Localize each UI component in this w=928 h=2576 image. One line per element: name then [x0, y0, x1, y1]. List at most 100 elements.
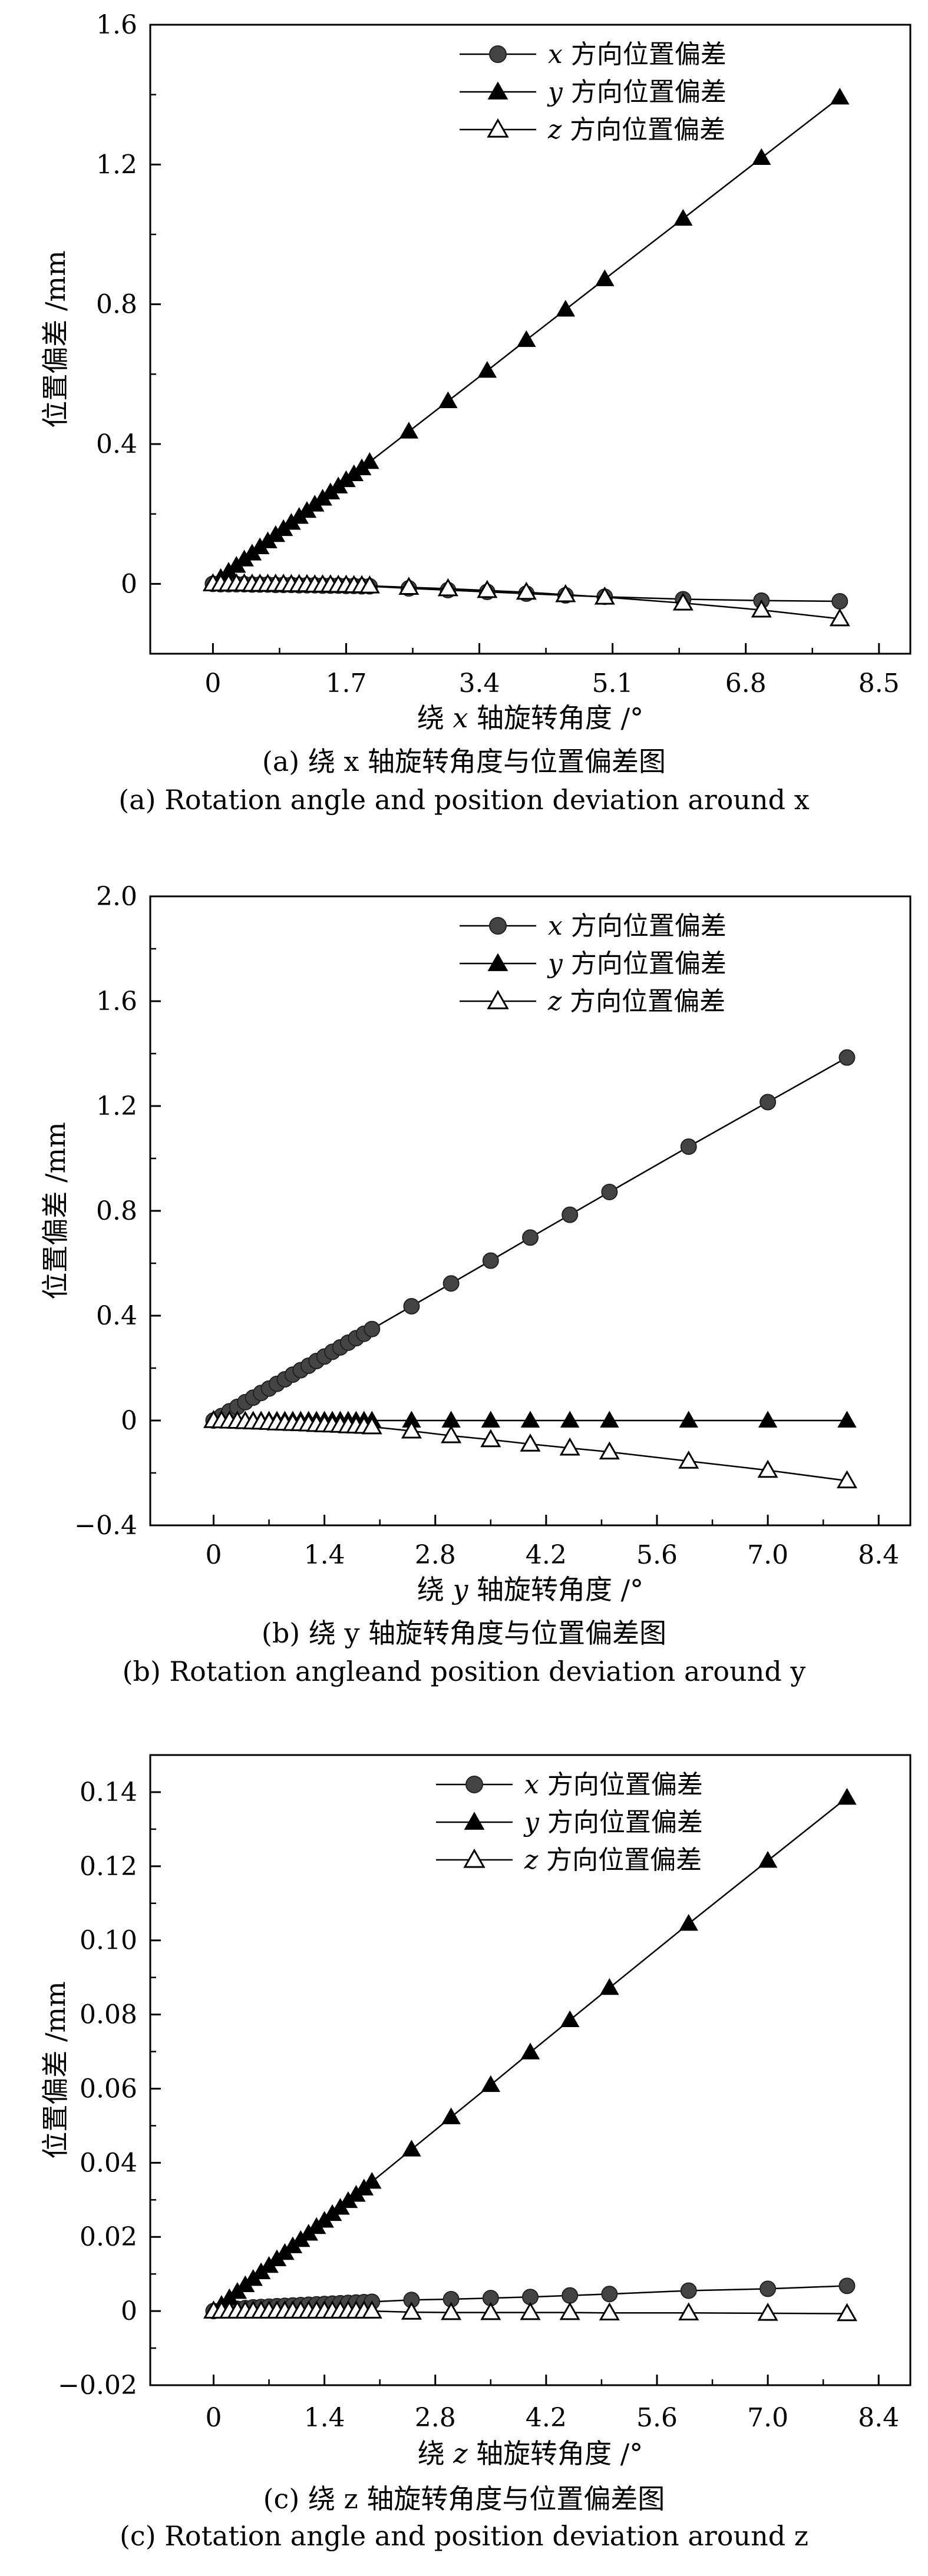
- plot-frame: [149, 1754, 912, 2386]
- series-z: [203, 1410, 858, 1489]
- data-point-z: [678, 1451, 699, 1469]
- x-axis-label: 绕 x 轴旋转角度 /°: [417, 702, 643, 734]
- data-point-x: [364, 1320, 381, 1337]
- x-tick-label: 0: [206, 1540, 222, 1570]
- y-tick-label: 0.02: [80, 2222, 137, 2252]
- legend-var-y: y: [547, 77, 563, 107]
- data-point-y: [556, 300, 576, 317]
- legend-marker-y: [487, 81, 508, 100]
- x-tick-label: 6.8: [725, 668, 767, 698]
- data-point-y: [560, 1410, 580, 1428]
- data-point-x: [831, 593, 848, 610]
- data-point-y: [560, 2010, 580, 2027]
- data-point-y: [595, 269, 615, 286]
- x-tick-label: 5.6: [636, 2403, 678, 2433]
- x-tick-label: 8.4: [858, 1540, 899, 1570]
- series-z: [203, 2300, 858, 2322]
- data-point-y: [399, 422, 419, 439]
- data-point-z: [477, 580, 498, 598]
- y-tick-label: 0.12: [80, 1852, 137, 1882]
- data-point-z: [401, 2302, 422, 2320]
- data-point-y: [520, 1410, 540, 1428]
- legend-text-y: 方向位置偏差: [563, 949, 726, 979]
- x-axis-label-suffix: 轴旋转角度 /°: [468, 2438, 643, 2469]
- data-point-x: [601, 2286, 618, 2303]
- data-point-y: [758, 1850, 778, 1868]
- legend-var-x: x: [548, 911, 563, 941]
- data-point-y: [520, 2042, 540, 2060]
- plot-group: 0 1.7 3.4 5.1 6.8 8.5 0 0.4 0.8 1.2 1.6 位置偏差 /mm 绕 x…: [39, 10, 912, 734]
- data-point-y: [758, 1410, 778, 1428]
- legend-text-x: 方向位置偏差: [563, 911, 726, 941]
- data-point-y: [402, 2140, 421, 2157]
- data-point-y: [837, 1787, 857, 1805]
- data-point-x: [562, 2287, 579, 2304]
- data-point-z: [480, 2302, 501, 2320]
- data-point-z: [437, 578, 458, 597]
- legend-text-z: 方向位置偏差: [562, 986, 725, 1017]
- y-tick-label: 0: [121, 2296, 137, 2326]
- legend-marker-z: [463, 1848, 486, 1868]
- data-point-z: [594, 586, 615, 605]
- data-point-y: [830, 87, 850, 105]
- data-point-x: [759, 2280, 777, 2297]
- data-point-z: [520, 1433, 541, 1452]
- caption-b-cn: (b) 绕 y 轴旋转角度与位置偏差图: [261, 1617, 667, 1649]
- x-axis-label-suffix: 轴旋转角度 /°: [468, 702, 643, 734]
- data-point-z: [751, 599, 772, 618]
- data-point-y: [837, 1410, 857, 1428]
- x-axis-label-prefix: 绕: [417, 1574, 453, 1605]
- series-y: [203, 87, 850, 591]
- y-tick-label: 1.2: [96, 150, 137, 180]
- data-point-z: [359, 575, 380, 594]
- legend-marker-z: [487, 118, 509, 138]
- data-point-z: [599, 2302, 620, 2320]
- data-point-z: [559, 1437, 580, 1456]
- x-tick-label: 4.2: [526, 2403, 567, 2433]
- data-point-y: [600, 1410, 619, 1428]
- data-point-z: [599, 1441, 620, 1460]
- data-point-x: [759, 1094, 777, 1111]
- legend-label-x: x 方向位置偏差: [548, 911, 726, 941]
- data-point-y: [441, 1410, 461, 1428]
- legend-marker-y: [487, 953, 508, 971]
- data-point-x: [680, 2282, 697, 2299]
- y-tick-label: 0.8: [96, 290, 137, 320]
- data-point-x: [522, 1229, 539, 1246]
- data-point-z: [398, 577, 420, 595]
- y-tick-label: 0.8: [96, 1196, 137, 1226]
- plot-group: 0 1.4 2.8 4.2 5.6 7.0 8.4 −0.4 0 0.4 0.8 1.2 1.6 2.0 位…: [39, 882, 912, 1605]
- chart-panel-a: 0 1.7 3.4 5.1 6.8 8.5 0 0.4 0.8 1.2 1.6 位置偏差 /mm 绕 x…: [0, 0, 928, 848]
- y-tick-label: 1.2: [96, 1091, 137, 1121]
- x-axis-label: 绕 z 轴旋转角度 /°: [418, 2438, 643, 2469]
- y-tick-label: 2.0: [96, 882, 137, 912]
- legend-var-y: y: [523, 1807, 540, 1837]
- chart-panel-b: 0 1.4 2.8 4.2 5.6 7.0 8.4 −0.4 0 0.4 0.8 1.2 1.6 2.0 位…: [0, 872, 928, 1720]
- data-point-z: [555, 584, 576, 602]
- chart-a: 0 1.7 3.4 5.1 6.8 8.5 0 0.4 0.8 1.2 1.6 位置偏差 /mm 绕 x…: [39, 10, 912, 734]
- data-point-y: [481, 2075, 501, 2092]
- legend-label-z: z 方向位置偏差: [524, 1845, 702, 1875]
- caption-a-en: (a) Rotation angle and position deviatio…: [118, 784, 810, 816]
- y-tick-label: 1.6: [96, 986, 137, 1017]
- data-point-z: [559, 2302, 580, 2320]
- legend-text-y: 方向位置偏差: [563, 77, 726, 107]
- data-point-x: [403, 1297, 420, 1315]
- legend-label-y: y 方向位置偏差: [547, 77, 726, 107]
- data-point-y: [362, 2171, 382, 2189]
- x-tick-label: 4.2: [526, 1540, 567, 1570]
- legend-label-z: z 方向位置偏差: [547, 115, 725, 145]
- data-point-z: [520, 2302, 541, 2320]
- data-point-z: [441, 1425, 462, 1443]
- legend-label-x: x 方向位置偏差: [548, 39, 726, 69]
- legend-var-z: z: [524, 1845, 539, 1875]
- x-tick-label: 5.1: [592, 668, 633, 698]
- y-tick-label: 0.10: [80, 1926, 137, 1956]
- y-tick-label: −0.4: [74, 1511, 137, 1541]
- data-point-y: [517, 330, 536, 347]
- x-axis-label-var: y: [451, 1574, 468, 1605]
- x-tick-label: 1.7: [325, 668, 366, 698]
- legend-text-z: 方向位置偏差: [538, 1845, 702, 1875]
- y-axis-label: 位置偏差 /mm: [39, 250, 71, 428]
- data-point-x: [442, 1275, 460, 1292]
